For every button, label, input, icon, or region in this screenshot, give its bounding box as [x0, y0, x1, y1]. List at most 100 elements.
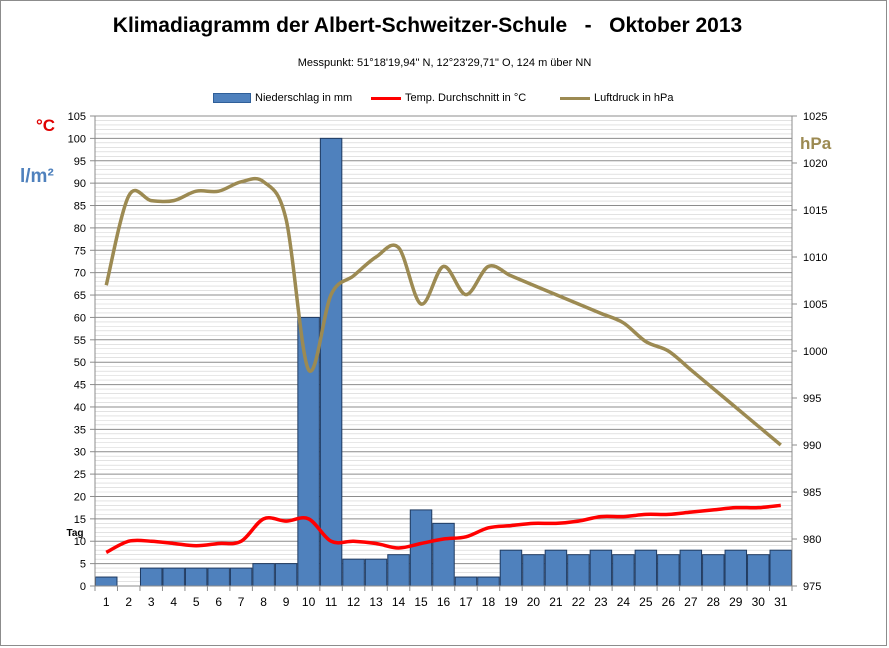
precip-bar [589, 549, 613, 587]
precip-bar [567, 554, 590, 587]
x-tick-label: 23 [594, 595, 608, 609]
precip-bar [657, 554, 680, 587]
y-tick-label: 5 [80, 559, 86, 571]
y-tick-label: 35 [74, 424, 86, 436]
unit-temperature: °C [36, 116, 56, 135]
precip-bar [409, 509, 433, 587]
y2-tick-label: 1000 [803, 346, 827, 358]
precip-bar [522, 554, 545, 587]
y-tick-label: 55 [74, 335, 86, 347]
temperature-line [105, 503, 781, 554]
y-tick-label: 40 [74, 402, 86, 414]
legend: Niederschlag in mm Temp. Durchschnitt in… [0, 90, 889, 106]
chart-title: Klimadiagramm der Albert-Schweitzer-Schu… [112, 14, 743, 37]
x-tick-label: 6 [215, 595, 222, 609]
precip-bar [747, 554, 770, 587]
y2-tick-label: 980 [803, 534, 821, 546]
x-tick-label: 13 [369, 595, 383, 609]
x-tick-label: 11 [325, 595, 338, 609]
x-tick-label: 22 [572, 595, 586, 609]
precip-bar [184, 567, 208, 587]
x-tick-label: 17 [459, 595, 473, 609]
precip-bar [702, 554, 725, 587]
y-tick-label: 45 [74, 380, 86, 392]
y-tick-label: 70 [74, 268, 86, 280]
precip-bar [387, 554, 410, 587]
precip-bar [724, 549, 748, 587]
x-axis-label: Tag [66, 528, 83, 539]
y-tick-label: 0 [80, 581, 86, 593]
y-tick-label: 105 [68, 111, 86, 123]
y-tick-label: 80 [74, 223, 86, 235]
legend-label-precip: Niederschlag in mm [255, 92, 353, 104]
x-tick-label: 2 [125, 595, 132, 609]
y-tick-label: 90 [74, 178, 86, 190]
precip-bar [612, 554, 635, 587]
precip-bar [274, 563, 298, 587]
y-tick-label: 75 [74, 245, 86, 257]
precip-bar [499, 549, 523, 587]
legend-swatch-temp [371, 96, 401, 100]
x-tick-label: 10 [302, 595, 316, 609]
y2-tick-label: 1015 [803, 205, 827, 217]
x-tick-label: 18 [482, 595, 496, 609]
precip-bar [432, 522, 455, 587]
y-tick-label: 30 [74, 447, 86, 459]
y-tick-label: 50 [74, 357, 86, 369]
legend-item-temp: Temp. Durchschnitt in °C [371, 90, 526, 106]
precip-bar [207, 567, 230, 587]
x-tick-label: 21 [549, 595, 563, 609]
x-tick-label: 26 [662, 595, 676, 609]
precip-bar [769, 549, 792, 587]
precip-bar [364, 558, 388, 587]
y2-tick-label: 1020 [803, 158, 827, 170]
y2-tick-label: 985 [803, 487, 821, 499]
x-tick-label: 28 [707, 595, 721, 609]
precip-bar [454, 576, 478, 587]
y-tick-label: 10 [74, 536, 86, 548]
unit-pressure: hPa [800, 134, 832, 153]
y-tick-label: 20 [74, 491, 86, 503]
x-tick-label: 14 [392, 595, 406, 609]
x-tick-label: 30 [752, 595, 766, 609]
y-tick-label: 85 [74, 201, 86, 213]
y-tick-label: 15 [74, 514, 86, 526]
legend-label-temp: Temp. Durchschnitt in °C [405, 92, 527, 104]
x-tick-label: 29 [729, 595, 743, 609]
precip-bar [162, 567, 185, 587]
y-tick-label: 25 [74, 469, 86, 481]
y2-tick-label: 1005 [803, 299, 827, 311]
precip-bar [634, 549, 658, 587]
y2-tick-label: 1025 [803, 111, 827, 123]
x-tick-label: 1 [103, 595, 110, 609]
legend-item-precip: Niederschlag in mm [213, 90, 352, 106]
x-tick-label: 15 [414, 595, 428, 609]
x-tick-label: 4 [170, 595, 177, 609]
x-tick-label: 31 [774, 595, 788, 609]
x-tick-label: 20 [527, 595, 541, 609]
legend-label-pressure: Luftdruck in hPa [594, 92, 674, 104]
y2-tick-label: 995 [803, 393, 821, 405]
x-tick-label: 16 [437, 595, 451, 609]
legend-item-pressure: Luftdruck in hPa [560, 90, 674, 106]
x-tick-label: 25 [639, 595, 653, 609]
precip-bar [319, 137, 343, 587]
chart-subtitle: Messpunkt: 51°18'19,94" N, 12°23'29,71" … [297, 57, 592, 69]
y2-tick-label: 1010 [803, 252, 827, 264]
precip-bar [95, 576, 118, 587]
precip-bar [477, 576, 500, 587]
x-tick-label: 7 [238, 595, 245, 609]
unit-precipitation: l/m² [20, 166, 54, 187]
y-tick-label: 60 [74, 312, 86, 324]
x-tick-label: 24 [617, 595, 631, 609]
precip-bar [679, 549, 703, 587]
plot-area [95, 116, 792, 586]
y-tick-label: 65 [74, 290, 86, 302]
legend-swatch-pressure [560, 96, 590, 100]
y-tick-label: 100 [68, 133, 86, 145]
precip-bar [252, 563, 275, 587]
x-tick-label: 9 [283, 595, 290, 609]
x-tick-label: 12 [347, 595, 361, 609]
